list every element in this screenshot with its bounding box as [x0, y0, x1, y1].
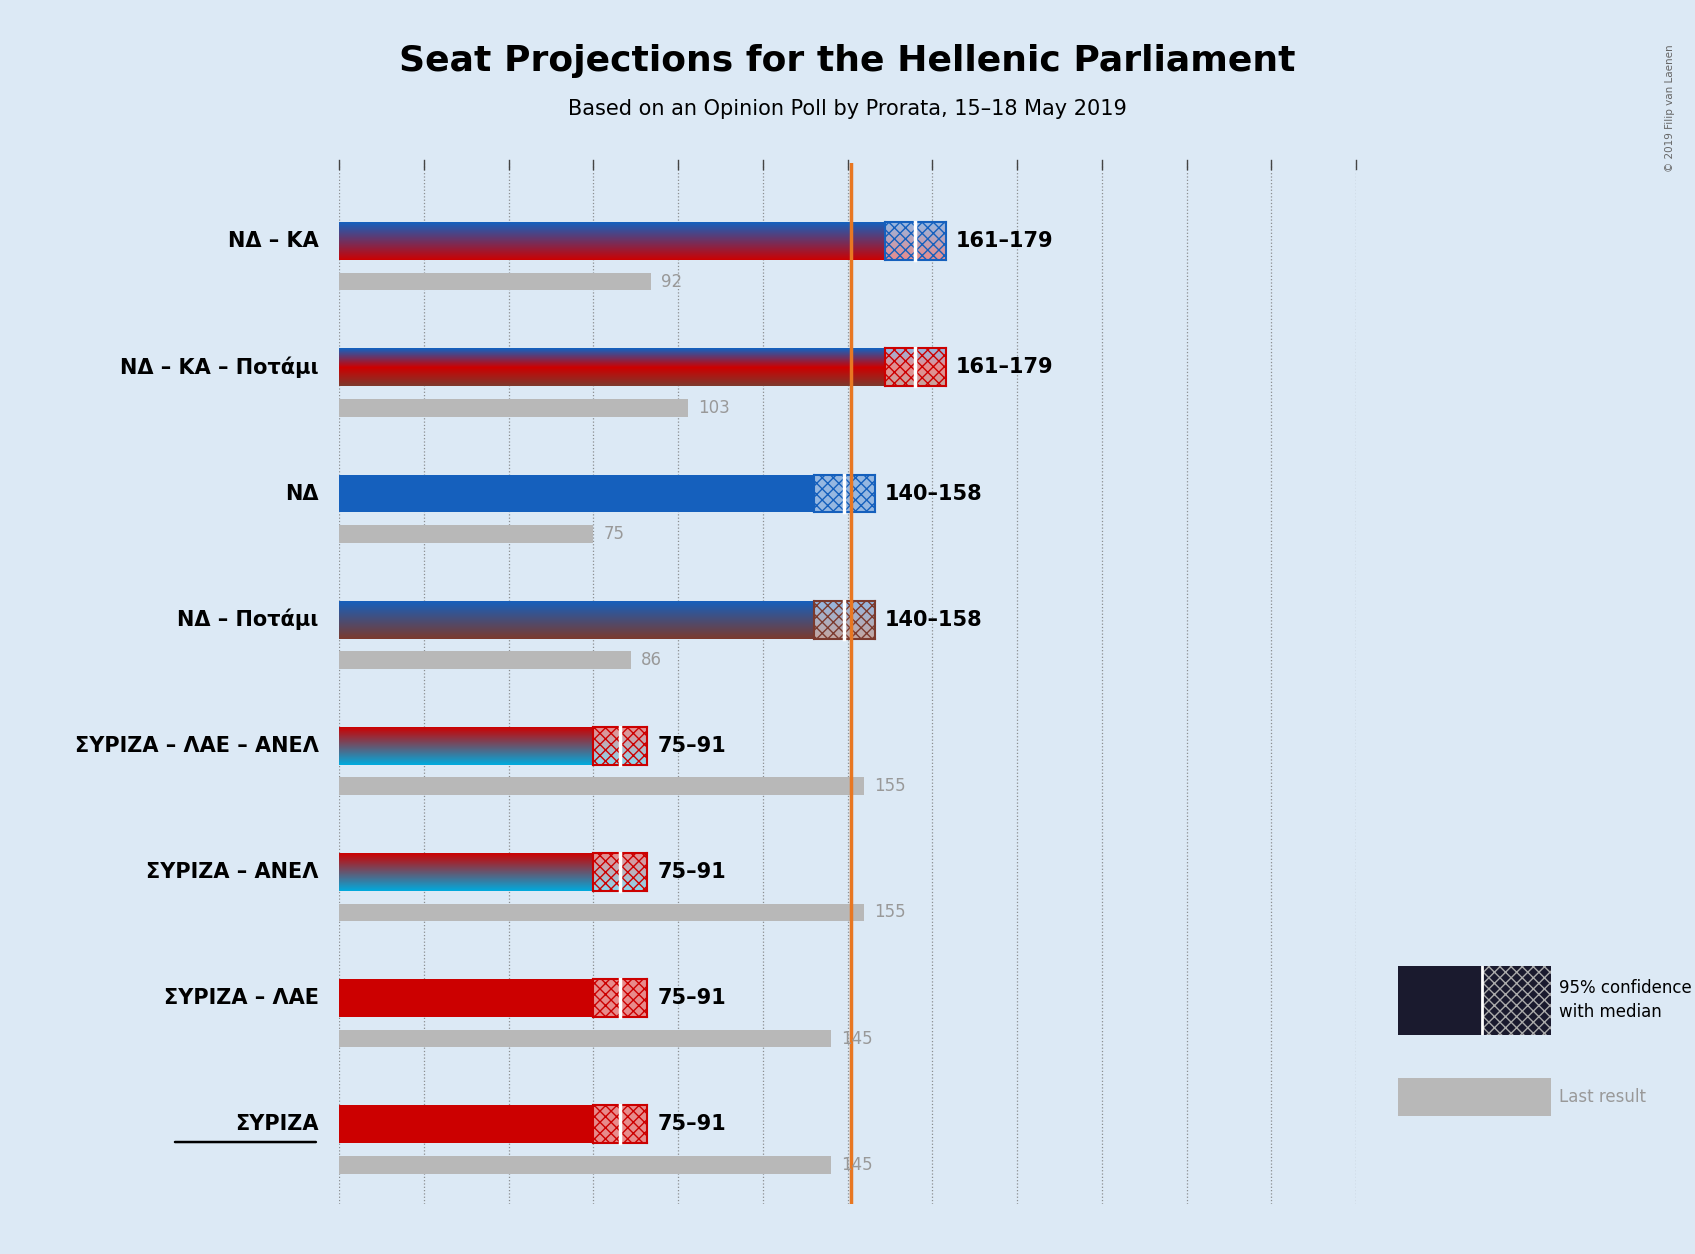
Text: ΝΔ – ΚΑ – Ποτάμι: ΝΔ – ΚΑ – Ποτάμι	[120, 356, 319, 379]
Text: 155: 155	[875, 903, 907, 922]
Text: 155: 155	[875, 777, 907, 795]
Text: Last result: Last result	[1559, 1088, 1646, 1106]
Text: 75: 75	[603, 525, 624, 543]
Bar	[339, 525, 593, 543]
Bar	[339, 273, 651, 291]
Bar	[814, 474, 875, 513]
Bar	[339, 651, 631, 668]
Bar	[593, 853, 647, 890]
Bar	[339, 904, 864, 922]
Bar	[593, 979, 647, 1017]
Bar	[593, 979, 647, 1017]
Bar	[339, 979, 593, 1017]
Text: 140–158: 140–158	[885, 484, 983, 504]
Text: ΝΔ: ΝΔ	[285, 484, 319, 504]
Text: ΝΔ – ΚΑ: ΝΔ – ΚΑ	[227, 231, 319, 251]
Bar	[1398, 966, 1481, 1035]
Bar	[885, 349, 946, 386]
Text: 75–91: 75–91	[658, 861, 727, 882]
Bar	[814, 474, 875, 513]
Bar	[885, 349, 946, 386]
Bar	[339, 1030, 831, 1047]
Text: 86: 86	[641, 651, 661, 670]
Text: 145: 145	[841, 1156, 873, 1174]
Text: ΝΔ – Ποτάμι: ΝΔ – Ποτάμι	[178, 609, 319, 631]
Text: 75–91: 75–91	[658, 1115, 727, 1135]
Bar	[593, 1106, 647, 1144]
Bar	[814, 601, 875, 638]
Bar	[885, 222, 946, 260]
Text: ΣΥΡΙΖΑ – ΛΑΕ: ΣΥΡΙΖΑ – ΛΑΕ	[164, 988, 319, 1008]
Text: ΣΥΡΙΖΑ: ΣΥΡΙΖΑ	[236, 1115, 319, 1135]
Text: 161–179: 161–179	[956, 231, 1054, 251]
Text: 92: 92	[661, 272, 681, 291]
Text: 103: 103	[698, 399, 731, 416]
Text: 140–158: 140–158	[885, 609, 983, 630]
Text: © 2019 Filip van Laenen: © 2019 Filip van Laenen	[1664, 44, 1675, 172]
Text: 75–91: 75–91	[658, 988, 727, 1008]
Text: ΣΥΡΙΖΑ – ΛΑΕ – ΑΝΕΛ: ΣΥΡΙΖΑ – ΛΑΕ – ΑΝΕΛ	[75, 736, 319, 756]
Text: 75–91: 75–91	[658, 736, 727, 756]
Text: Seat Projections for the Hellenic Parliament: Seat Projections for the Hellenic Parlia…	[400, 44, 1295, 78]
Bar	[339, 399, 688, 416]
Bar	[339, 1106, 593, 1144]
Bar	[339, 474, 814, 513]
Text: 95% confidence interval
with median: 95% confidence interval with median	[1559, 979, 1695, 1021]
Text: 161–179: 161–179	[956, 357, 1054, 377]
Bar	[1481, 966, 1551, 1035]
Bar	[593, 1106, 647, 1144]
Text: 145: 145	[841, 1030, 873, 1047]
Bar	[593, 727, 647, 765]
Bar	[593, 1106, 647, 1144]
Bar	[885, 222, 946, 260]
Bar	[339, 777, 864, 795]
Bar	[814, 601, 875, 638]
Bar	[814, 474, 875, 513]
Text: ΣΥΡΙΖΑ – ΑΝΕΛ: ΣΥΡΙΖΑ – ΑΝΕΛ	[146, 861, 319, 882]
Text: Based on an Opinion Poll by Prorata, 15–18 May 2019: Based on an Opinion Poll by Prorata, 15–…	[568, 99, 1127, 119]
Bar	[593, 853, 647, 890]
Bar	[593, 979, 647, 1017]
Bar	[339, 1156, 831, 1174]
Bar	[593, 727, 647, 765]
